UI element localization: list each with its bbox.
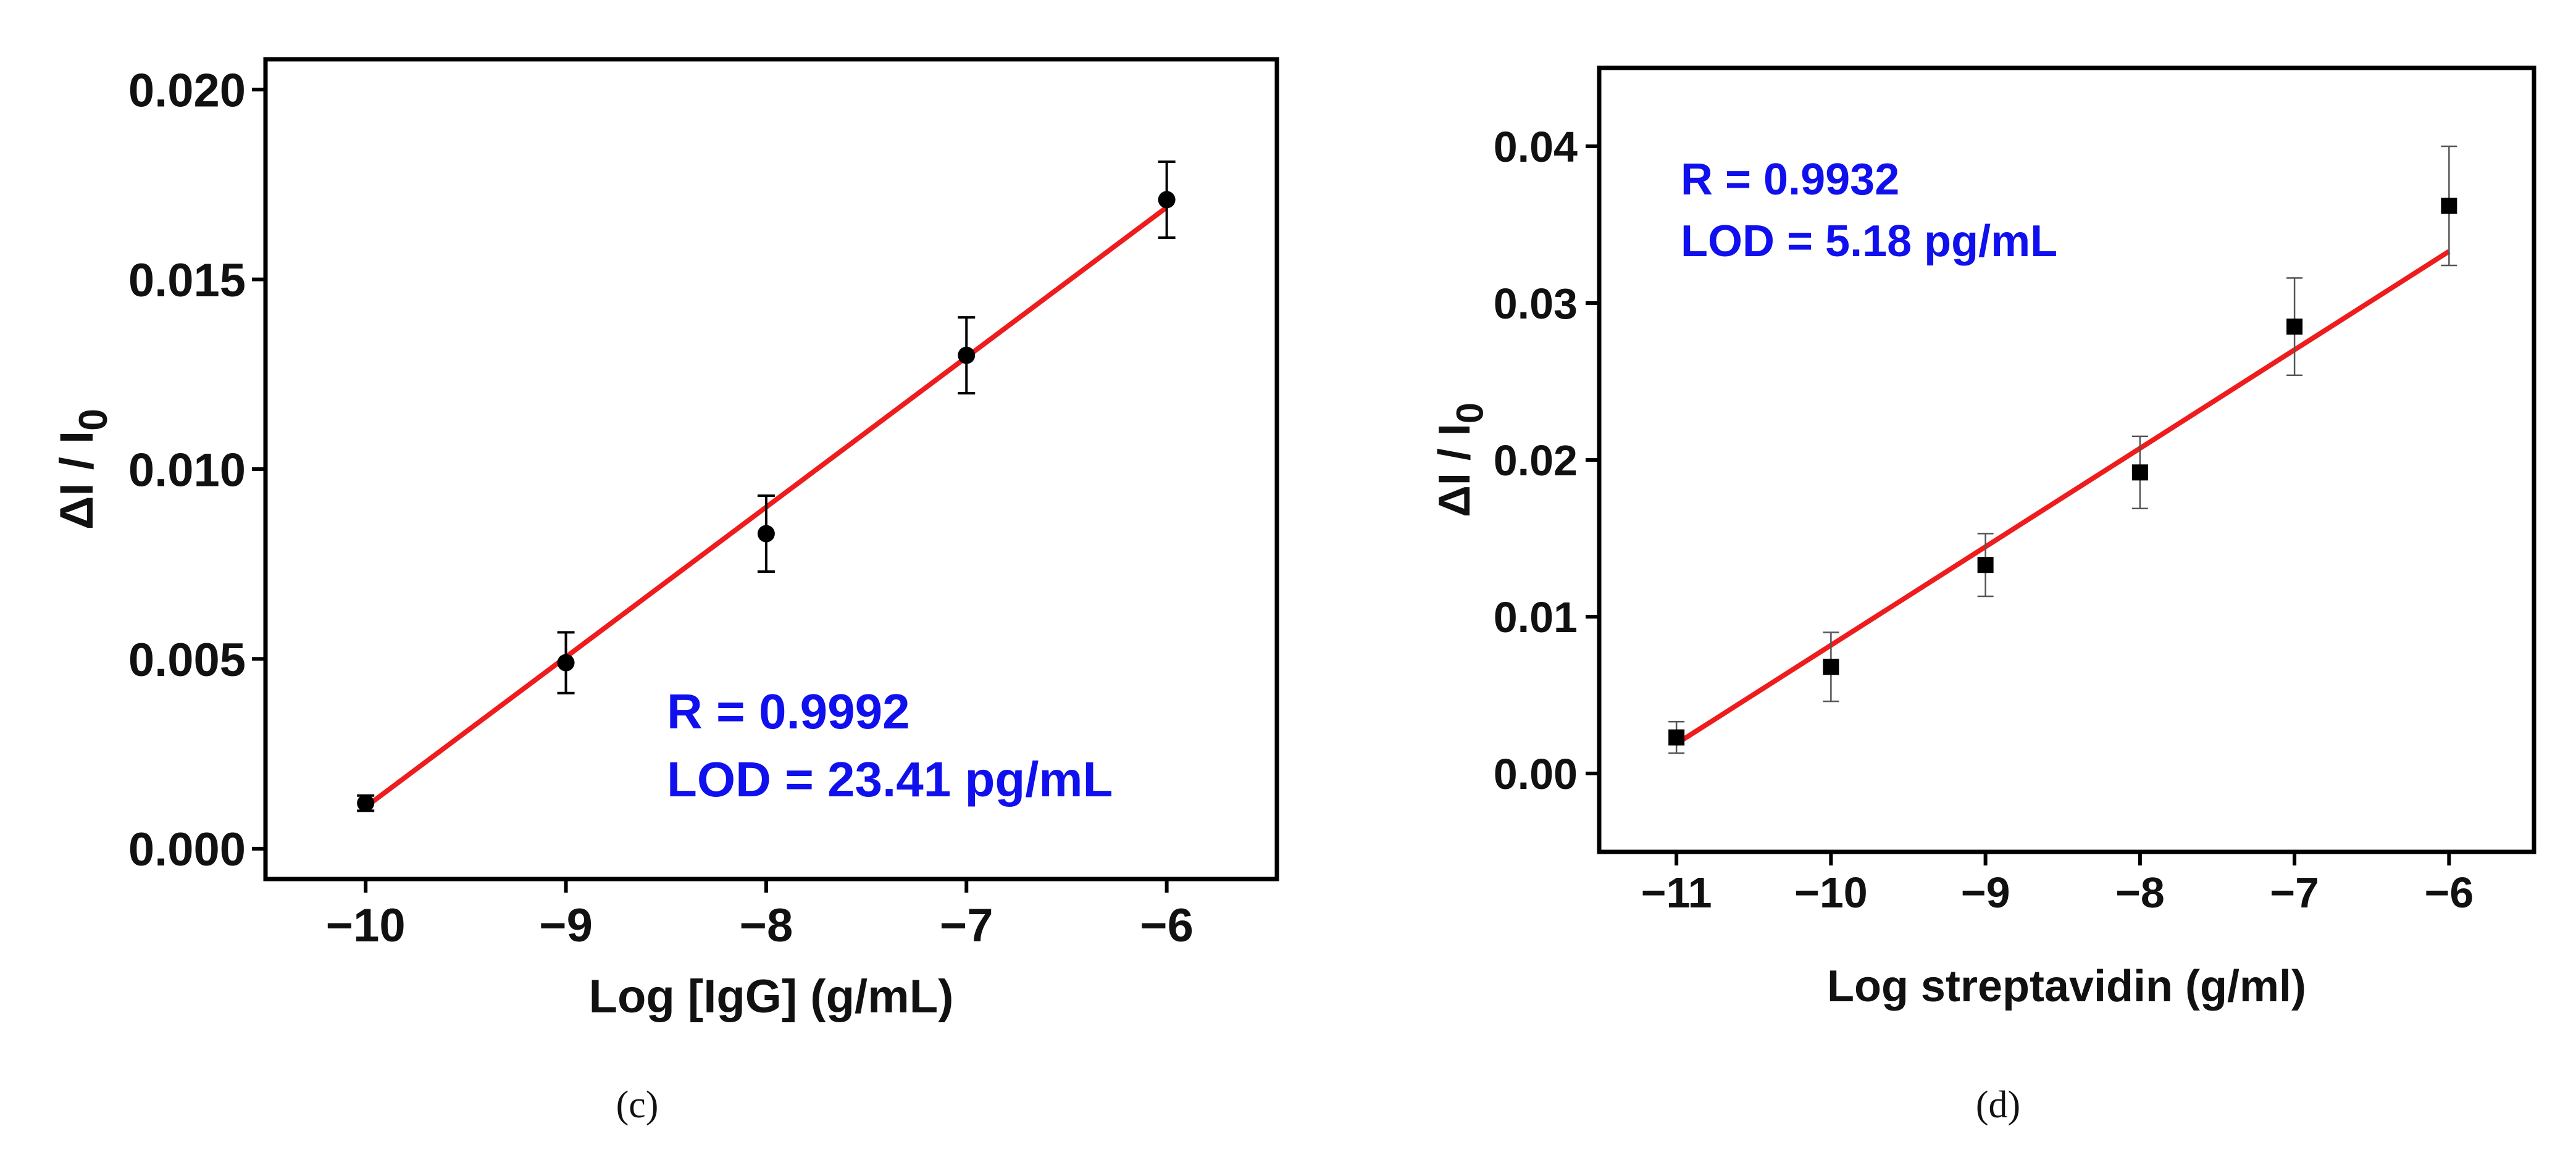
y-tick-label: 0.00 (1494, 750, 1578, 798)
y-axis-label: ΔI / I0 (1430, 402, 1491, 517)
data-point (1158, 191, 1176, 209)
annotation-text: LOD = 5.18 pg/mL (1681, 217, 2057, 266)
y-axis-label-subscript: 0 (71, 409, 115, 431)
x-tick-label: −8 (740, 899, 793, 952)
x-tick-label: −7 (2270, 869, 2319, 917)
linear-fit-line (1675, 249, 2451, 746)
y-axis-label: ΔI / I0 (51, 409, 115, 530)
y-axis-label-subscript: 0 (1449, 402, 1491, 423)
data-point (2131, 464, 2148, 481)
y-tick-label: 0.01 (1494, 593, 1578, 641)
y-tick-label: 0.04 (1494, 123, 1578, 171)
data-point (1823, 659, 1839, 675)
panel-label-c: (c) (616, 1084, 659, 1126)
data-point (2286, 319, 2303, 335)
chart-panel-c: −10 −9 −8 −7 −6 0.000 0.005 0.010 0.015 0.020 Log … (51, 57, 1279, 1023)
data-point (1668, 729, 1685, 746)
x-axis-label: Log streptavidin (g/ml) (1827, 962, 2306, 1011)
y-tick-label: 0.02 (1494, 436, 1578, 485)
y-tick-label: 0.015 (128, 254, 246, 307)
x-tick-label: −8 (2115, 869, 2165, 917)
data-point (357, 794, 375, 812)
y-tick-label: 0.005 (128, 634, 246, 686)
y-axis-label-main: ΔI / I (1430, 423, 1479, 517)
y-tick-label: 0.03 (1494, 280, 1578, 328)
y-tick-label: 0.020 (128, 65, 246, 117)
data-point (2441, 198, 2457, 214)
x-axis-label: Log [IgG] (g/mL) (589, 970, 954, 1023)
y-tick-label: 0.000 (128, 823, 246, 876)
x-tick-label: −9 (539, 899, 593, 952)
y-tick-label: 0.010 (128, 444, 246, 496)
x-tick-label: −9 (1961, 869, 2010, 917)
x-tick-label: −11 (1641, 869, 1712, 917)
data-point (557, 654, 575, 672)
y-axis-label-main: ΔI / I (51, 431, 103, 530)
x-tick-label: −7 (940, 899, 993, 952)
x-tick-label: −10 (326, 899, 406, 952)
annotation-text: LOD = 23.41 pg/mL (667, 752, 1113, 807)
annotation-text: R = 0.9932 (1681, 155, 1899, 204)
data-point (757, 525, 775, 543)
x-tick-label: −6 (2424, 869, 2474, 917)
annotation-text: R = 0.9992 (667, 684, 910, 739)
chart-panel-d: −11 −10 −9 −8 −7 −6 0.00 0.01 0.02 0.03 0.04 Log st… (1430, 65, 2536, 1011)
x-tick-label: −6 (1140, 899, 1194, 952)
panel-label-d: (d) (1975, 1084, 2021, 1126)
data-point (1977, 557, 1994, 573)
x-tick-label: −10 (1794, 869, 1868, 917)
data-point (958, 346, 976, 364)
